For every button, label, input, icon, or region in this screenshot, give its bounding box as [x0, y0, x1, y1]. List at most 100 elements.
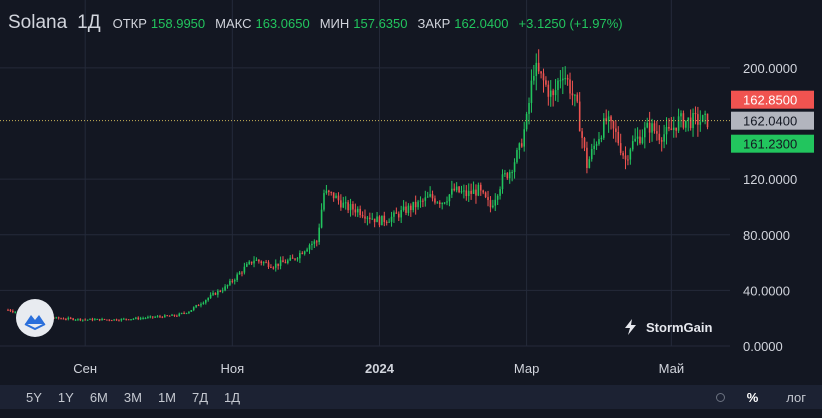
candle-body [306, 249, 308, 252]
settings-dot-icon[interactable] [716, 393, 725, 402]
candle-body [443, 202, 446, 204]
range-5y-button[interactable]: 5Y [26, 389, 42, 405]
candle-body [151, 316, 154, 318]
candle-body [195, 305, 197, 308]
candle-body [561, 78, 564, 81]
candle-body [508, 172, 511, 179]
candle-body [98, 318, 101, 321]
candle-body [202, 302, 205, 305]
candle-body [342, 202, 345, 208]
candle-body [197, 305, 200, 307]
candle-body [361, 215, 364, 217]
candle-body [69, 317, 72, 319]
candle-body [260, 261, 263, 264]
candle-body [463, 190, 465, 192]
candle-body [400, 210, 402, 218]
candle-body [332, 192, 335, 199]
candle-body [677, 116, 680, 131]
candle-body [658, 133, 661, 141]
candle-body [672, 127, 675, 130]
candle-body [523, 129, 526, 147]
candle-body [453, 188, 456, 191]
candle-body [108, 319, 111, 321]
candle-body [648, 122, 651, 133]
candle-body [465, 190, 468, 197]
candle-body [489, 200, 492, 208]
symbol-name: Solana [8, 12, 68, 33]
candle-body [81, 319, 84, 321]
candle-body [229, 280, 231, 285]
candle-body [663, 134, 665, 142]
candle-body [516, 150, 518, 163]
candle-body [557, 80, 559, 91]
candle-body [566, 78, 569, 80]
candle-body [646, 122, 649, 128]
candle-body [110, 320, 113, 322]
candle-body [422, 200, 424, 202]
candle-body [209, 294, 212, 298]
candle-body [426, 196, 429, 198]
candle-body [103, 318, 106, 320]
candle-body [7, 309, 9, 311]
candle-body [238, 272, 241, 275]
candle-body [301, 253, 304, 255]
candle-body [137, 317, 140, 320]
range-7d-button[interactable]: 7Д [192, 389, 209, 405]
high-value: 163.0650 [255, 16, 310, 31]
candle-body [694, 112, 697, 115]
percent-toggle[interactable]: % [746, 389, 759, 405]
candle-body [492, 205, 494, 208]
candle-body [537, 62, 540, 72]
candle-body [588, 159, 591, 168]
candle-body [359, 208, 361, 216]
candle-body [132, 318, 135, 320]
last-price-tag: 162.0400 [731, 111, 814, 130]
range-3m-button[interactable]: 3M [123, 389, 142, 405]
candle-body [441, 203, 443, 205]
candle-body [381, 215, 383, 226]
candle-body [214, 292, 217, 295]
candle-body [417, 201, 419, 208]
candle-body [496, 195, 499, 200]
candle-body [477, 184, 480, 196]
candle-body [574, 94, 576, 96]
candle-body [590, 149, 593, 160]
range-6m-button[interactable]: 6M [89, 389, 108, 405]
range-1m-button[interactable]: 1M [157, 389, 176, 405]
candle-body [607, 116, 610, 122]
candle-body [545, 80, 547, 85]
ask-price-tag-label: 162.8500 [743, 93, 797, 108]
candle-body [142, 318, 144, 320]
candle-body [528, 102, 530, 114]
candle-body [388, 221, 390, 223]
candle-body [603, 118, 605, 138]
candle-body [484, 192, 487, 198]
candle-body [60, 318, 62, 320]
close-value: 162.0400 [454, 16, 509, 31]
candle-body [371, 218, 374, 220]
log-toggle[interactable]: лог [786, 389, 806, 405]
low-value: 157.6350 [353, 16, 408, 31]
candle-body [106, 319, 108, 321]
candle-body [533, 75, 535, 81]
candle-body [595, 144, 598, 146]
candle-body [299, 253, 301, 259]
open-value: 158.9950 [150, 16, 206, 31]
timeframe-label[interactable]: 1Д [77, 12, 101, 33]
candle-body [190, 310, 193, 312]
candle-body [699, 121, 702, 125]
range-1d-button[interactable]: 1Д [224, 389, 241, 405]
candle-body [559, 80, 562, 82]
candle-body [397, 213, 400, 218]
x-tick-label: 2024 [365, 361, 395, 376]
candle-body [101, 318, 103, 321]
candle-body [636, 136, 639, 139]
x-tick-label: Ноя [220, 361, 244, 376]
last-price-tag-label: 162.0400 [743, 114, 797, 129]
range-1y-button[interactable]: 1Y [57, 389, 74, 405]
candle-body [185, 313, 188, 315]
candle-body [429, 194, 431, 197]
candle-body [569, 79, 571, 94]
candle-body [171, 314, 173, 316]
